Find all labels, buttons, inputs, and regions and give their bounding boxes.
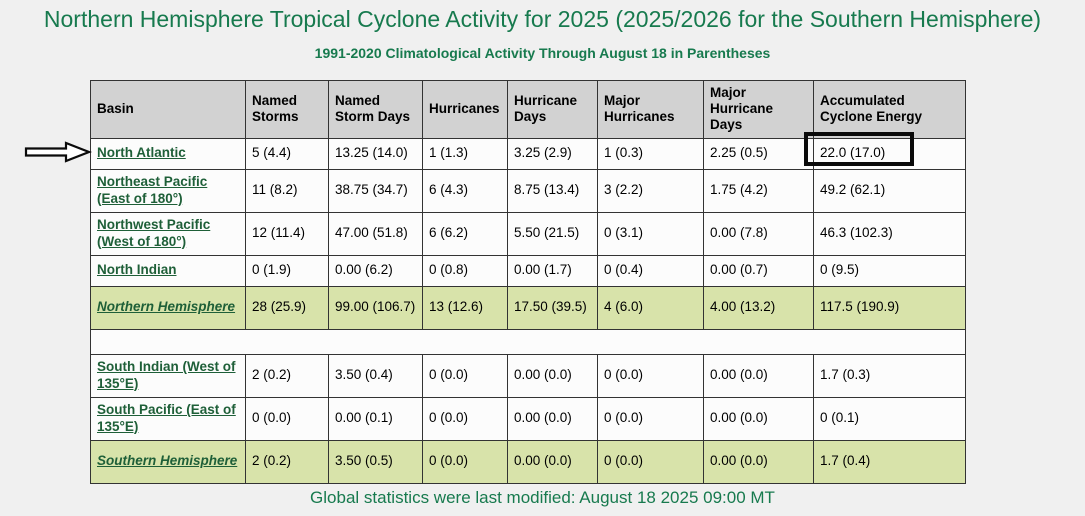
table-row-northern-hemisphere: Northern Hemisphere 28 (25.9) 99.00 (106…: [90, 285, 966, 330]
basin-cell: Northern Hemisphere: [90, 285, 246, 330]
spacer-cell: [90, 328, 966, 355]
table-cell: 1.7 (0.4): [813, 439, 966, 484]
table-cell: 3.25 (2.9): [507, 137, 598, 170]
table-cell: 0 (0.0): [245, 396, 329, 441]
table-cell: 0.00 (0.1): [328, 396, 423, 441]
table-cell: 8.75 (13.4): [507, 168, 598, 213]
last-modified-text: Global statistics were last modified: Au…: [310, 488, 775, 507]
basin-cell: South Pacific (East of 135°E): [90, 396, 246, 441]
table-cell: 0 (0.0): [597, 439, 704, 484]
basin-link-northwest-pacific[interactable]: Northwest Pacific (West of 180°): [97, 217, 211, 249]
column-header-major-hurricanes: Major Hurricanes: [597, 80, 704, 139]
table-cell: 0 (3.1): [597, 211, 704, 256]
table-cell: 0.00 (0.0): [507, 353, 598, 398]
basin-link-southern-hemisphere[interactable]: Southern Hemisphere: [97, 453, 238, 469]
table-cell: 99.00 (106.7): [328, 285, 423, 330]
cyclone-activity-table: Basin Named Storms Named Storm Days Hurr…: [90, 80, 966, 484]
table-cell: 0 (0.1): [813, 396, 966, 441]
table-cell: 117.5 (190.9): [813, 285, 966, 330]
basin-link-northern-hemisphere[interactable]: Northern Hemisphere: [97, 299, 236, 315]
table-cell: 2 (0.2): [245, 439, 329, 484]
table-cell: 0.00 (0.0): [507, 396, 598, 441]
basin-cell: South Indian (West of 135°E): [90, 353, 246, 398]
page-title: Northern Hemisphere Tropical Cyclone Act…: [43, 6, 1042, 32]
table-cell: 0.00 (6.2): [328, 254, 423, 287]
basin-link-south-indian[interactable]: South Indian (West of 135°E): [97, 359, 236, 391]
table-cell: 0 (0.4): [597, 254, 704, 287]
table-row-south-indian: South Indian (West of 135°E) 2 (0.2) 3.5…: [90, 353, 966, 398]
table-cell: 47.00 (51.8): [328, 211, 423, 256]
basin-cell: North Indian: [90, 254, 246, 287]
table-cell: 0.00 (0.7): [703, 254, 814, 287]
table-cell: 0.00 (0.0): [703, 396, 814, 441]
table-cell: 11 (8.2): [245, 168, 329, 213]
column-header-major-hurricane-days: Major Hurricane Days: [703, 80, 814, 139]
basin-cell: Northwest Pacific (West of 180°): [90, 211, 246, 256]
table-cell: 5 (4.4): [245, 137, 329, 170]
table-cell: 0 (9.5): [813, 254, 966, 287]
arrow-annotation-icon: [24, 141, 92, 163]
basin-link-northeast-pacific[interactable]: Northeast Pacific (East of 180°): [97, 174, 208, 206]
table-cell: 0.00 (0.0): [703, 439, 814, 484]
table-cell: 3.50 (0.4): [328, 353, 423, 398]
table-row-northeast-pacific: Northeast Pacific (East of 180°) 11 (8.2…: [90, 168, 966, 213]
table-cell: 4 (6.0): [597, 285, 704, 330]
table-cell: 49.2 (62.1): [813, 168, 966, 213]
table-spacer-row: [90, 328, 966, 355]
table-cell: 0.00 (1.7): [507, 254, 598, 287]
table-cell: 1 (0.3): [597, 137, 704, 170]
table-cell: 3.50 (0.5): [328, 439, 423, 484]
table-cell: 6 (4.3): [422, 168, 508, 213]
table-cell: 12 (11.4): [245, 211, 329, 256]
table-cell: 1 (1.3): [422, 137, 508, 170]
column-header-hurricanes: Hurricanes: [422, 80, 508, 139]
table-cell: 0.00 (7.8): [703, 211, 814, 256]
table-cell: 0 (0.8): [422, 254, 508, 287]
table-cell: 28 (25.9): [245, 285, 329, 330]
basin-cell: Southern Hemisphere: [90, 439, 246, 484]
column-header-hurricane-days: Hurricane Days: [507, 80, 598, 139]
column-header-basin: Basin: [90, 80, 246, 139]
table-cell: 2.25 (0.5): [703, 137, 814, 170]
table-cell: 0 (0.0): [422, 353, 508, 398]
table-cell: 2 (0.2): [245, 353, 329, 398]
basin-cell: North Atlantic: [90, 137, 246, 170]
table-cell-ace-north-atlantic: 22.0 (17.0): [813, 137, 966, 170]
table-row-southern-hemisphere: Southern Hemisphere 2 (0.2) 3.50 (0.5) 0…: [90, 439, 966, 484]
table-cell: 0 (0.0): [422, 396, 508, 441]
table-cell: 13 (12.6): [422, 285, 508, 330]
table-cell: 0 (1.9): [245, 254, 329, 287]
table-cell: 0 (0.0): [597, 396, 704, 441]
table-cell: 46.3 (102.3): [813, 211, 966, 256]
table-cell: 5.50 (21.5): [507, 211, 598, 256]
table-header-row: Basin Named Storms Named Storm Days Hurr…: [90, 80, 966, 139]
table-cell: 13.25 (14.0): [328, 137, 423, 170]
table-cell: 4.00 (13.2): [703, 285, 814, 330]
table-row-northwest-pacific: Northwest Pacific (West of 180°) 12 (11.…: [90, 211, 966, 256]
table-cell: 0 (0.0): [422, 439, 508, 484]
column-header-named-storms: Named Storms: [245, 80, 329, 139]
table-cell: 1.75 (4.2): [703, 168, 814, 213]
basin-link-north-atlantic[interactable]: North Atlantic: [97, 145, 186, 161]
table-cell: 1.7 (0.3): [813, 353, 966, 398]
table-row-south-pacific: South Pacific (East of 135°E) 0 (0.0) 0.…: [90, 396, 966, 441]
table-cell: 17.50 (39.5): [507, 285, 598, 330]
table-row-north-indian: North Indian 0 (1.9) 0.00 (6.2) 0 (0.8) …: [90, 254, 966, 287]
basin-link-north-indian[interactable]: North Indian: [97, 262, 177, 278]
page-subtitle: 1991-2020 Climatological Activity Throug…: [314, 45, 771, 61]
basin-link-south-pacific[interactable]: South Pacific (East of 135°E): [97, 402, 236, 434]
table-row-north-atlantic: North Atlantic 5 (4.4) 13.25 (14.0) 1 (1…: [90, 137, 966, 170]
table-cell: 3 (2.2): [597, 168, 704, 213]
basin-cell: Northeast Pacific (East of 180°): [90, 168, 246, 213]
table-cell: 0 (0.0): [597, 353, 704, 398]
table-cell: 0.00 (0.0): [703, 353, 814, 398]
column-header-accumulated-cyclone-energy: Accumulated Cyclone Energy: [813, 80, 966, 139]
table-cell: 0.00 (0.0): [507, 439, 598, 484]
column-header-named-storm-days: Named Storm Days: [328, 80, 423, 139]
table-cell: 38.75 (34.7): [328, 168, 423, 213]
table-cell: 6 (6.2): [422, 211, 508, 256]
